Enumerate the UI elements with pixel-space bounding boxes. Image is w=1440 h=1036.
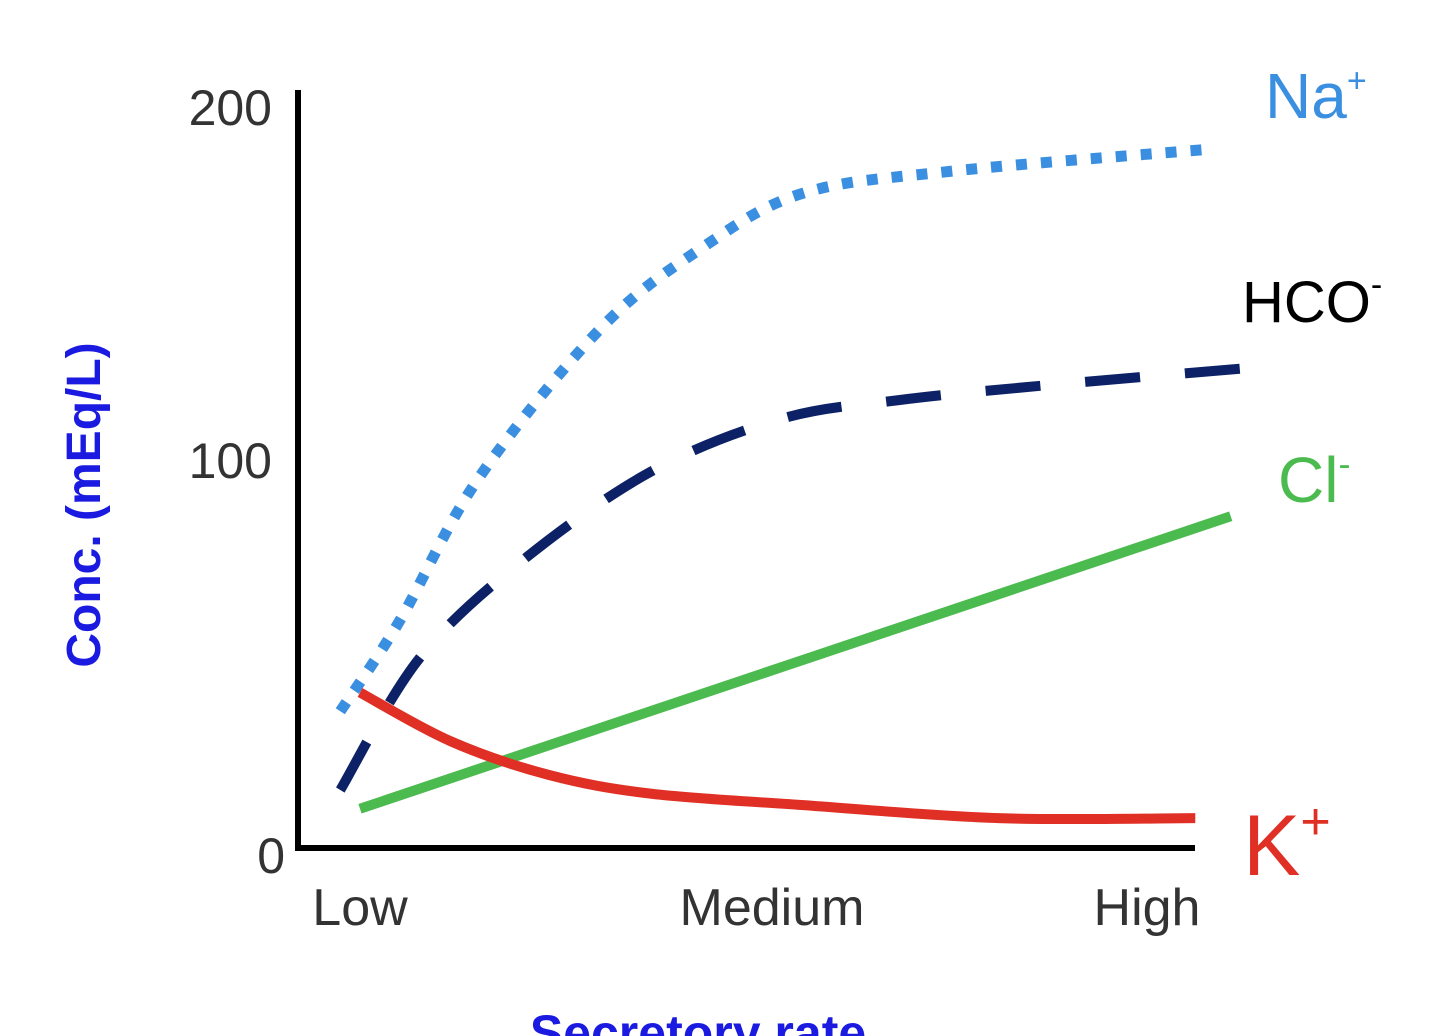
series-line-na	[335, 143, 1216, 715]
series-label-k: K+	[1243, 793, 1331, 894]
series-label-na: Na+	[1265, 60, 1367, 132]
series-line-hco	[336, 361, 1271, 793]
series-line-cl	[358, 511, 1233, 814]
series-label-cl: Cl-	[1278, 443, 1350, 516]
series-lines	[335, 143, 1271, 825]
x-tick-label-low: Low	[312, 879, 408, 937]
x-tick-label-medium: Medium	[680, 879, 865, 937]
y-tick-label-0: 0	[257, 828, 285, 884]
y-tick-label-200: 200	[189, 80, 272, 136]
y-tick-label-100: 100	[189, 433, 272, 489]
x-tick-label-high: High	[1094, 879, 1201, 937]
series-label-hco: HCO-	[1242, 266, 1382, 335]
y-axis-label: Conc. (mEq/L)	[58, 342, 111, 667]
x-axis-label: Secretory rate	[530, 1005, 866, 1036]
series-line-k	[357, 688, 1196, 825]
